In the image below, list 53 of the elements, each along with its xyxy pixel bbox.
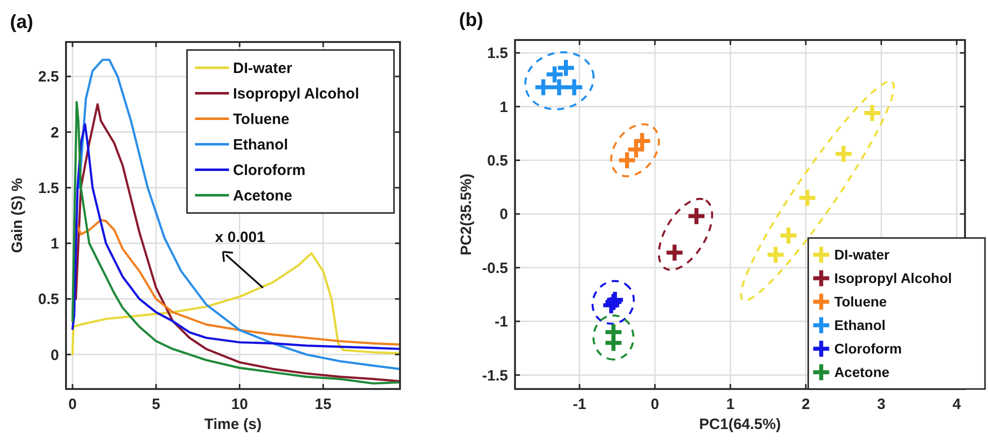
legend-label: Toluene: [834, 294, 888, 310]
legend-label: Isopropyl Alcohol: [834, 270, 952, 286]
point: [556, 58, 576, 78]
annotation: x 0.001: [214, 228, 266, 246]
legend-label: Ethanol: [233, 136, 288, 154]
x-tick-label: 1: [726, 396, 735, 413]
point: [797, 188, 818, 208]
x-tick-label: 15: [314, 396, 332, 413]
y-tick-label: 0.5: [487, 152, 508, 170]
y-tick-label: 1: [500, 98, 508, 116]
point: [686, 206, 706, 226]
x-tick-label: 4: [952, 396, 962, 413]
legend-label: DI-water: [233, 60, 292, 77]
y-tick-label: 2.5: [38, 68, 59, 86]
x-tick-label: -1: [572, 396, 586, 413]
legend-label: Isopropyl Alcohol: [233, 86, 360, 102]
point: [766, 244, 786, 265]
legend-label: Ethanol: [834, 317, 886, 334]
x-tick-label: 10: [231, 396, 248, 413]
legend-label: Acetone: [233, 188, 292, 204]
legend-label: Acetone: [834, 364, 890, 380]
line-series: [71, 252, 400, 356]
legend-label: Toluene: [233, 111, 290, 128]
y-tick-label: -1.5: [482, 367, 508, 384]
point: [834, 144, 854, 164]
y-tick-label: 0: [50, 346, 59, 364]
y-tick-label: 0: [500, 206, 508, 224]
y-tick-label: 1.5: [487, 45, 508, 62]
y-tick-label: 1.5: [38, 180, 59, 197]
x-axis-title: PC1(64.5%): [699, 416, 781, 433]
y-tick-label: -1: [494, 314, 508, 331]
y-axis-title: PC2(35.5%): [458, 174, 475, 256]
y-tick-label: -0.5: [482, 260, 508, 277]
x-tick-label: 5: [152, 396, 160, 413]
point: [564, 77, 584, 98]
x-axis-title: Time (s): [204, 416, 262, 433]
line-series: [71, 123, 400, 350]
legend-label: Cloroform: [233, 162, 306, 179]
x-tick-label: 3: [877, 396, 886, 413]
x-tick-label: 2: [802, 396, 810, 413]
point: [533, 77, 554, 98]
y-tick-label: 2: [50, 124, 59, 142]
legend-label: DI-water: [834, 246, 890, 263]
y-tick-label: 1: [50, 236, 59, 253]
legend-label: Cloroform: [834, 340, 902, 357]
point: [664, 242, 685, 263]
y-tick-label: 0.5: [38, 291, 59, 308]
chart-title: (a): [10, 12, 34, 33]
x-tick-label: 0: [650, 396, 660, 413]
line-series: [78, 58, 400, 370]
chart-title: (b): [459, 10, 484, 31]
x-tick-label: 0: [68, 396, 77, 413]
y-axis-title: Gain (S) %: [9, 178, 26, 254]
